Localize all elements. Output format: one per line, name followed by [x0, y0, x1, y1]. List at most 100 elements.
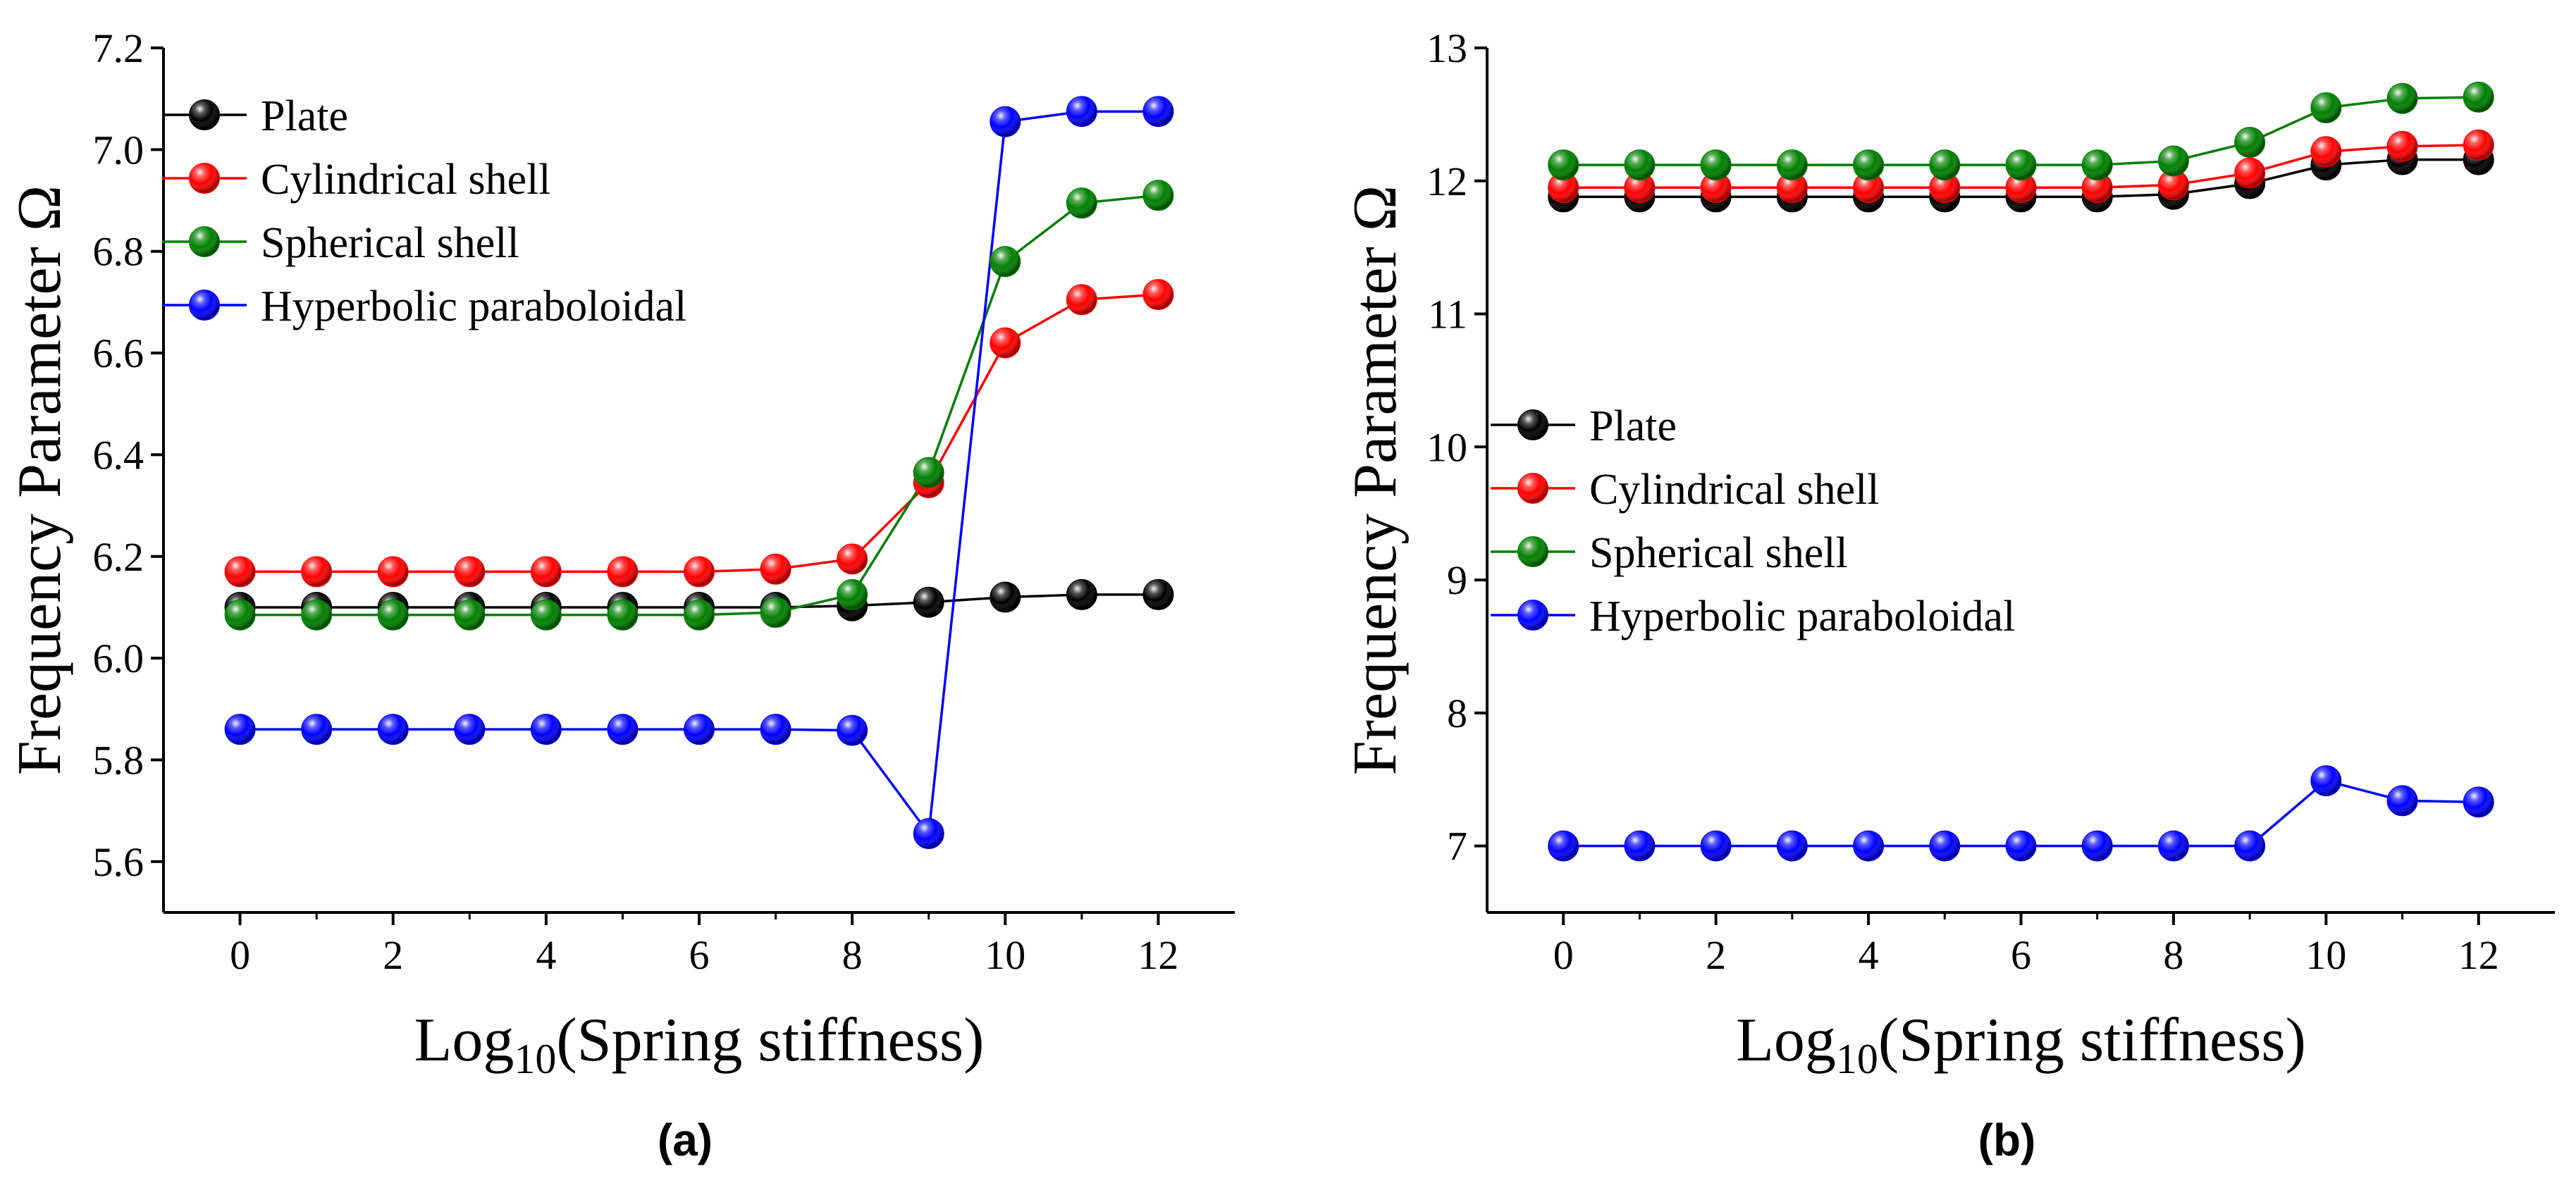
data-point-shine-hyperbolic-paraboloidal [225, 714, 255, 745]
y-axis-title: Frequency Parameter Ω [6, 185, 74, 776]
data-point-shine-hyperbolic-paraboloidal [913, 819, 944, 849]
data-point-shine-plate [1143, 579, 1173, 609]
panel-label: (a) [658, 1115, 713, 1165]
y-tick-label: 6.6 [93, 330, 144, 376]
data-point-shine-spherical-shell [1701, 150, 1731, 180]
x-tick-label: 12 [2458, 932, 2499, 978]
data-point-shine-hyperbolic-paraboloidal [2463, 787, 2494, 817]
x-tick-label: 8 [842, 932, 863, 978]
data-point-shine-hyperbolic-paraboloidal [531, 714, 561, 745]
data-point-shine-cylindrical-shell [1701, 173, 1731, 203]
data-point-shine-spherical-shell [455, 600, 485, 630]
data-point-shine-cylindrical-shell [837, 544, 868, 574]
data-point-shine-hyperbolic-paraboloidal [2082, 831, 2112, 861]
data-point-shine-hyperbolic-paraboloidal [1701, 831, 1731, 861]
y-tick-label: 10 [1426, 424, 1467, 470]
x-axis-title-subscript: 10 [514, 1036, 556, 1082]
x-axis-title-main: Log [414, 1006, 514, 1074]
y-axis-title: Frequency Parameter Ω [1341, 185, 1410, 776]
data-point-shine-cylindrical-shell [1548, 173, 1579, 203]
data-point-shine-cylindrical-shell [1143, 280, 1173, 310]
y-tick-label: 7.2 [93, 25, 144, 71]
data-point-shine-hyperbolic-paraboloidal [1777, 831, 1807, 861]
panel-a-chart: 0 2 4 6 8 10 12 5.6 5.8 6.0 6.2 6.4 6.6 6.8 7.0 7.2 Plat… [6, 25, 1235, 1165]
x-tick-label: 4 [536, 932, 556, 978]
x-axis-title: Log10(Spring stiffness) [414, 1006, 985, 1082]
data-point-shine-spherical-shell [913, 457, 944, 488]
data-point-shine-plate [1066, 579, 1097, 609]
legend-marker-shine-hyperbolic-paraboloidal [190, 290, 219, 320]
legend-label-plate: Plate [1589, 402, 1677, 450]
data-point-shine-cylindrical-shell [1066, 285, 1097, 315]
data-point-shine-spherical-shell [837, 579, 868, 609]
legend-marker-shine-hyperbolic-paraboloidal [1518, 600, 1548, 630]
data-point-shine-plate [990, 582, 1021, 612]
data-point-shine-spherical-shell [302, 600, 332, 630]
x-tick-label: 10 [2305, 932, 2346, 978]
y-tick-label: 7 [1447, 824, 1467, 869]
x-tick-label: 0 [1553, 932, 1574, 978]
data-point-shine-spherical-shell [2082, 150, 2112, 180]
data-point-shine-cylindrical-shell [2006, 173, 2036, 203]
data-point-shine-spherical-shell [2235, 128, 2265, 158]
data-point-shine-hyperbolic-paraboloidal [2158, 831, 2188, 861]
data-point-shine-spherical-shell [1625, 150, 1655, 180]
series-line-cylindrical-shell [240, 293, 1159, 574]
data-point-shine-cylindrical-shell [990, 328, 1021, 358]
data-point-shine-spherical-shell [225, 600, 255, 630]
x-axis-title: Log10(Spring stiffness) [1736, 1006, 2306, 1082]
data-point-shine-cylindrical-shell [1930, 173, 1960, 203]
data-point-shine-hyperbolic-paraboloidal [684, 714, 714, 745]
x-tick-label: 2 [1706, 932, 1726, 978]
data-point-shine-spherical-shell [1066, 188, 1097, 218]
data-point-shine-cylindrical-shell [1777, 173, 1807, 203]
legend-marker-shine-spherical-shell [1518, 537, 1548, 566]
data-point-shine-hyperbolic-paraboloidal [302, 714, 332, 745]
x-tick-label: 0 [230, 932, 250, 978]
x-tick-label: 6 [2011, 932, 2031, 978]
data-point-shine-hyperbolic-paraboloidal [378, 714, 408, 745]
data-point-shine-hyperbolic-paraboloidal [2387, 786, 2417, 816]
data-point-shine-cylindrical-shell [2387, 131, 2417, 161]
y-tick-label: 5.8 [93, 737, 144, 783]
panel-label: (b) [1978, 1115, 2036, 1165]
legend-label-spherical-shell: Spherical shell [1589, 529, 1848, 577]
y-tick-label: 11 [1428, 292, 1467, 337]
data-point-shine-cylindrical-shell [455, 557, 485, 587]
data-point-shine-cylindrical-shell [2082, 173, 2112, 203]
x-tick-label: 6 [689, 932, 710, 978]
x-axis-title-subscript: 10 [1836, 1036, 1878, 1082]
data-point-shine-plate [913, 587, 944, 617]
data-point-shine-spherical-shell [531, 600, 561, 630]
data-point-shine-spherical-shell [1548, 150, 1579, 180]
data-point-shine-hyperbolic-paraboloidal [2311, 766, 2341, 796]
data-point-shine-cylindrical-shell [608, 557, 638, 587]
data-point-shine-hyperbolic-paraboloidal [990, 106, 1021, 137]
data-point-shine-cylindrical-shell [225, 557, 255, 587]
y-tick-label: 6.0 [93, 636, 144, 681]
data-point-shine-hyperbolic-paraboloidal [2235, 831, 2265, 861]
data-point-shine-hyperbolic-paraboloidal [1625, 831, 1655, 861]
x-tick-label: 12 [1138, 932, 1178, 978]
x-tick-label: 10 [985, 932, 1025, 978]
data-point-shine-cylindrical-shell [2311, 137, 2341, 167]
x-tick-label: 2 [383, 932, 403, 978]
x-tick-label: 8 [2163, 932, 2183, 978]
data-point-shine-hyperbolic-paraboloidal [1930, 831, 1960, 861]
data-point-shine-spherical-shell [1930, 150, 1960, 180]
data-point-shine-hyperbolic-paraboloidal [837, 715, 868, 745]
legend-label-cylindrical-shell: Cylindrical shell [1589, 466, 1880, 514]
y-tick-label: 6.2 [93, 534, 144, 580]
legend-label-hyperbolic-paraboloidal: Hyperbolic paraboloidal [261, 283, 686, 330]
data-point-shine-spherical-shell [608, 600, 638, 630]
data-point-shine-cylindrical-shell [2158, 170, 2188, 200]
legend-marker-shine-cylindrical-shell [190, 163, 219, 193]
x-tick-label: 4 [1859, 932, 1879, 978]
y-tick-label: 8 [1447, 690, 1467, 736]
data-point-shine-spherical-shell [2311, 92, 2341, 123]
data-point-shine-hyperbolic-paraboloidal [455, 714, 485, 745]
data-point-shine-spherical-shell [2387, 83, 2417, 113]
data-point-shine-cylindrical-shell [1625, 173, 1655, 203]
data-point-shine-hyperbolic-paraboloidal [1854, 831, 1884, 861]
